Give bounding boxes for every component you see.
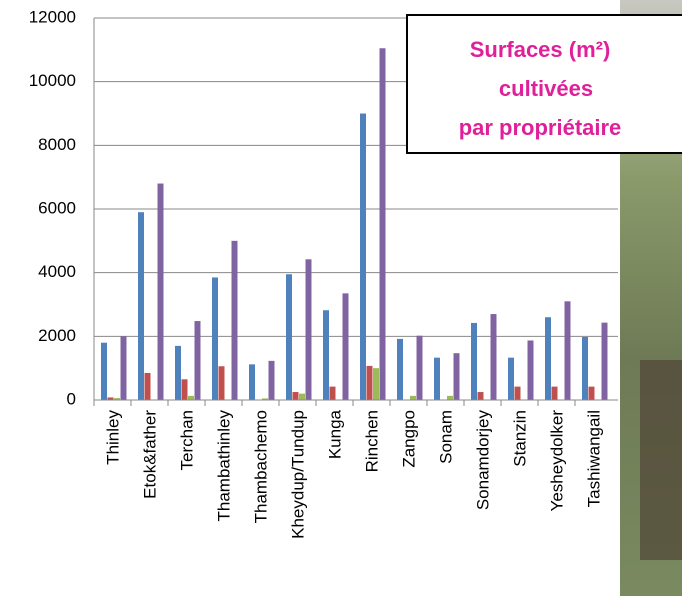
bar xyxy=(157,183,164,400)
y-tick-label: 8000 xyxy=(38,135,76,154)
bar xyxy=(144,372,151,400)
bar xyxy=(188,395,194,400)
chart-title: Surfaces (m²) xyxy=(470,37,611,62)
bar xyxy=(329,386,336,400)
bar xyxy=(490,314,497,400)
bar xyxy=(527,340,534,400)
bar xyxy=(453,353,460,400)
x-tick-label: Kunga xyxy=(325,409,344,459)
bar xyxy=(249,364,255,400)
y-tick-label: 0 xyxy=(67,389,76,408)
bar xyxy=(342,293,349,400)
bar xyxy=(292,392,299,400)
bar xyxy=(286,274,292,400)
x-tick-label: Terchan xyxy=(177,410,196,470)
x-tick-label: Kheydup/Tundup xyxy=(288,410,307,539)
bar xyxy=(120,336,127,400)
title-box xyxy=(406,14,682,154)
x-tick-label: Zangpo xyxy=(399,410,418,468)
bar xyxy=(508,357,514,400)
bar xyxy=(582,336,588,400)
bar xyxy=(410,395,416,400)
bar xyxy=(545,317,551,400)
bar xyxy=(416,335,423,400)
bar xyxy=(212,277,218,400)
x-tick-label: Thambachemo xyxy=(251,410,270,523)
y-tick-label: 12000 xyxy=(29,7,76,26)
bar xyxy=(323,310,329,400)
bar xyxy=(601,322,608,400)
y-tick-label: 10000 xyxy=(29,71,76,90)
bar xyxy=(514,386,521,400)
x-tick-label: Etok&father xyxy=(140,410,159,499)
y-tick-label: 4000 xyxy=(38,262,76,281)
x-tick-label: Stanzin xyxy=(510,410,529,467)
x-tick-label: Sonamdorjey xyxy=(473,410,492,511)
x-tick-label: Sonam xyxy=(436,410,455,464)
bar xyxy=(434,357,440,400)
bar xyxy=(360,113,366,400)
x-tick-label: Thinley xyxy=(103,410,122,465)
bar xyxy=(379,48,386,400)
bar xyxy=(218,366,225,400)
x-tick-label: Yesheydolker xyxy=(547,410,566,512)
chart-title: cultivées xyxy=(499,76,593,101)
bar xyxy=(231,240,238,400)
bar xyxy=(194,321,201,400)
bar xyxy=(366,365,373,400)
bar xyxy=(175,345,181,400)
x-tick-label: Tashiwangail xyxy=(584,410,603,507)
bar xyxy=(101,342,107,400)
bar xyxy=(471,322,477,400)
bar xyxy=(262,398,268,400)
y-tick-label: 6000 xyxy=(38,198,76,217)
bar xyxy=(305,259,312,400)
bar xyxy=(447,395,453,400)
bar xyxy=(114,398,120,400)
bar xyxy=(588,386,595,400)
bar xyxy=(299,393,305,400)
bar xyxy=(564,301,571,400)
x-tick-label: Rinchen xyxy=(362,410,381,472)
bar xyxy=(181,379,188,400)
x-tick-label: Thambathinley xyxy=(214,410,233,522)
bar xyxy=(551,386,558,400)
bar xyxy=(138,212,144,400)
y-tick-label: 2000 xyxy=(38,326,76,345)
chart-title: par propriétaire xyxy=(459,115,622,140)
bar xyxy=(373,368,379,400)
photo-figure xyxy=(640,360,682,560)
bar xyxy=(477,392,484,400)
bar xyxy=(107,397,114,400)
bar xyxy=(268,360,275,400)
bar xyxy=(397,338,403,400)
plot: 0 2000 4000 6000 8000 10000 12000 Thinley Etok&f… xyxy=(29,7,618,539)
